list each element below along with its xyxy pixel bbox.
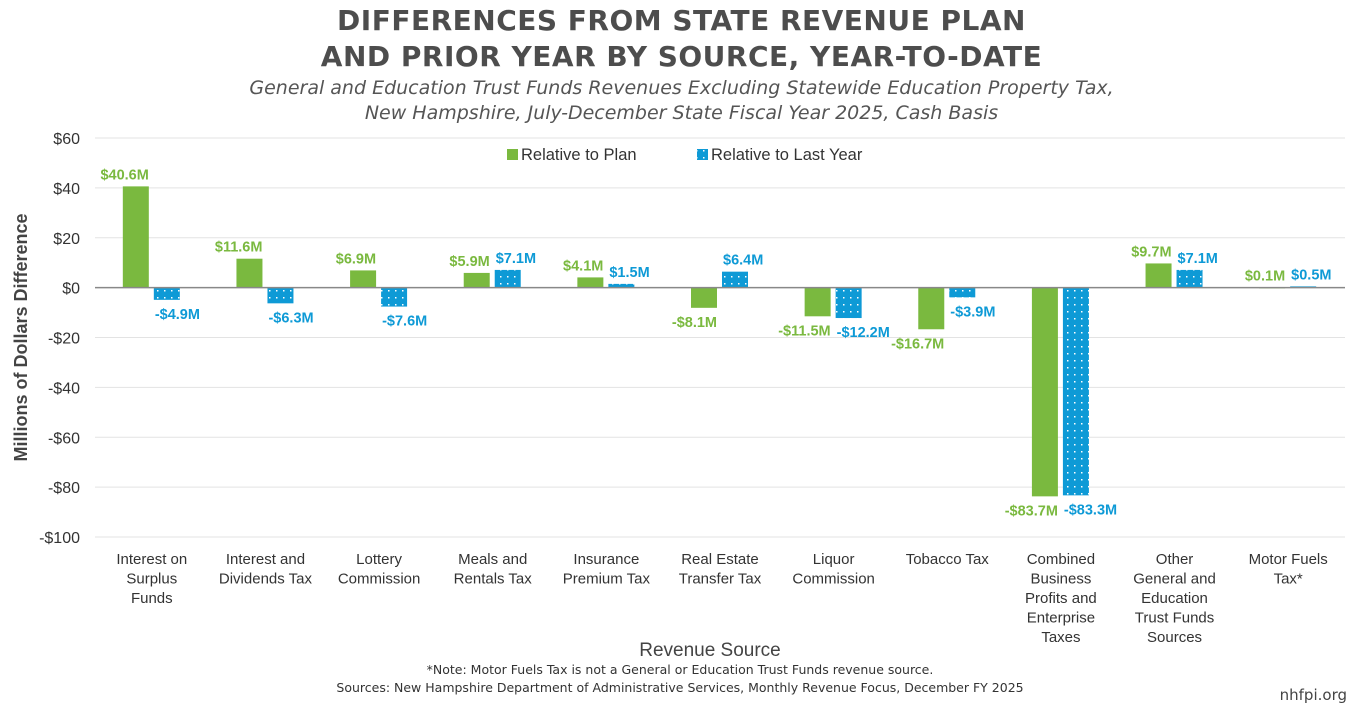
data-label: -$11.5M	[778, 323, 830, 339]
x-axis-label: Revenue Source	[639, 640, 781, 661]
data-label: $7.1M	[496, 251, 536, 267]
x-tick-label: Premium Tax	[563, 571, 651, 588]
data-label: $0.5M	[1291, 267, 1331, 283]
data-label: -$4.9M	[155, 307, 200, 323]
x-tick-label: Business	[1030, 571, 1091, 588]
legend-swatch	[697, 149, 708, 160]
x-tick-label: Tobacco Tax	[906, 551, 990, 568]
bar-last-year	[1176, 269, 1203, 288]
x-tick-label: Combined	[1027, 551, 1095, 568]
data-label: -$83.7M	[1005, 503, 1058, 519]
bar-last-year	[949, 287, 976, 298]
data-label: $4.1M	[563, 258, 603, 274]
x-tick-label: Commission	[792, 571, 875, 588]
x-tick-label: Meals and	[458, 551, 527, 568]
x-tick-label: Sources	[1147, 629, 1202, 646]
data-label: -$6.3M	[268, 310, 313, 326]
bar-last-year	[153, 287, 180, 300]
x-tick-label: Commission	[338, 571, 421, 588]
bar-plan	[804, 287, 831, 317]
bar-last-year	[381, 287, 408, 307]
data-label: $40.6M	[100, 167, 148, 183]
sources: Sources: New Hampshire Department of Adm…	[336, 680, 1024, 695]
x-tick-label: Liquor	[813, 551, 855, 568]
x-tick-label: Rentals Tax	[454, 571, 533, 588]
x-tick-label: Transfer Tax	[679, 571, 762, 588]
bar-plan	[577, 277, 604, 288]
x-tick-label: Trust Funds	[1135, 610, 1214, 627]
bar-plan	[236, 258, 263, 288]
x-tick-label: Other	[1156, 551, 1194, 568]
bar-last-year	[267, 287, 294, 304]
x-tick-label: Real Estate	[681, 551, 759, 568]
data-label: -$7.6M	[382, 314, 427, 330]
x-tick-label: Dividends Tax	[219, 571, 313, 588]
data-label: $7.1M	[1178, 251, 1218, 267]
bar-last-year	[835, 287, 862, 319]
y-tick-label: -$60	[48, 430, 80, 447]
legend-label: Relative to Last Year	[711, 146, 863, 164]
x-tick-label: Insurance	[573, 551, 639, 568]
legend-label: Relative to Plan	[521, 146, 637, 164]
x-tick-label: Interest on	[116, 551, 187, 568]
x-tick-label: Education	[1141, 590, 1208, 607]
x-tick-label: General and	[1133, 571, 1216, 588]
data-label: $0.1M	[1245, 268, 1285, 284]
y-tick-label: -$100	[39, 530, 80, 547]
data-label: $6.9M	[336, 251, 376, 267]
bar-plan	[691, 287, 717, 308]
data-label: -$12.2M	[837, 325, 890, 341]
bar-last-year	[722, 271, 748, 288]
y-tick-label: $40	[53, 181, 80, 198]
x-tick-label: Motor Fuels	[1249, 551, 1328, 568]
data-label: -$3.9M	[950, 304, 995, 320]
data-label: -$8.1M	[672, 315, 717, 331]
data-label: $9.7M	[1131, 244, 1171, 260]
bar-plan	[122, 186, 149, 288]
data-label: $11.6M	[215, 240, 263, 256]
brand: nhfpi.org	[1279, 686, 1347, 704]
x-tick-label: Funds	[131, 590, 173, 607]
y-tick-label: -$40	[48, 380, 80, 397]
x-tick-label: Surplus	[126, 571, 177, 588]
chart-title-line-1: DIFFERENCES FROM STATE REVENUE PLAN	[337, 4, 1026, 37]
y-axis-label: Millions of Dollars Difference	[11, 213, 31, 461]
chart-title-line-2: AND PRIOR YEAR BY SOURCE, YEAR-TO-DATE	[320, 40, 1043, 73]
chart-subtitle-line-1: General and Education Trust Funds Revenu…	[249, 77, 1114, 99]
chart-subtitle-line-2: New Hampshire, July-December State Fisca…	[364, 102, 999, 124]
bar-plan	[1145, 263, 1172, 288]
x-tick-label: Profits and	[1025, 590, 1097, 607]
data-label: $6.4M	[723, 253, 763, 269]
x-tick-label: Interest and	[226, 551, 305, 568]
bar-plan	[350, 270, 377, 288]
bar-plan	[463, 272, 490, 288]
bar-plan	[918, 287, 945, 330]
x-tick-label: Tax*	[1274, 571, 1303, 588]
bar-last-year	[494, 269, 521, 288]
x-tick-label: Enterprise	[1027, 610, 1095, 627]
footnote: *Note: Motor Fuels Tax is not a General …	[426, 662, 934, 677]
legend-swatch	[507, 149, 518, 160]
y-tick-label: $60	[53, 131, 80, 148]
bar-last-year	[1062, 287, 1089, 496]
y-tick-label: $20	[53, 231, 80, 248]
data-label: -$16.7M	[891, 336, 944, 352]
bar-last-year	[608, 283, 635, 288]
data-label: $5.9M	[449, 254, 489, 270]
data-label: $1.5M	[609, 265, 649, 281]
bar-plan	[1031, 287, 1058, 497]
y-tick-label: $0	[62, 281, 80, 298]
y-tick-label: -$80	[48, 480, 80, 497]
x-tick-label: Lottery	[356, 551, 402, 568]
data-label: -$83.3M	[1064, 502, 1117, 518]
x-tick-label: Taxes	[1041, 629, 1080, 646]
y-tick-label: -$20	[48, 331, 80, 348]
